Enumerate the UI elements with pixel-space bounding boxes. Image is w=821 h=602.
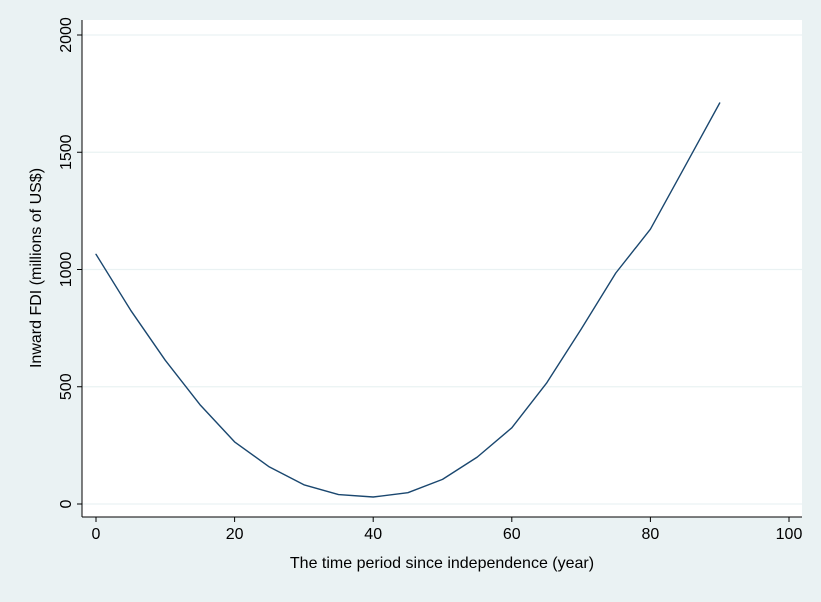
- y-tick-label: 0: [58, 499, 75, 508]
- series-layer: [95, 102, 721, 498]
- plot-area: [82, 20, 802, 517]
- x-tick-label: 20: [226, 526, 244, 543]
- axes: 0 500 1000 1500 2000 0 20 40 60 80 100: [58, 17, 802, 543]
- x-tick-label: 0: [92, 526, 101, 543]
- y-tick-label: 500: [58, 373, 75, 400]
- x-tick-label: 80: [642, 526, 660, 543]
- x-tick-label: 40: [364, 526, 382, 543]
- x-axis-label: The time period since independence (year…: [290, 555, 594, 572]
- x-tick-label: 60: [503, 526, 521, 543]
- series-line: [95, 102, 721, 498]
- y-tick-label: 1500: [58, 134, 75, 170]
- y-axis-label: Inward FDI (millions of US$): [28, 168, 45, 368]
- y-tick-label: 1000: [58, 252, 75, 288]
- grid-lines: [82, 34, 802, 505]
- y-tick-label: 2000: [58, 17, 75, 53]
- x-tick-label: 100: [776, 526, 803, 543]
